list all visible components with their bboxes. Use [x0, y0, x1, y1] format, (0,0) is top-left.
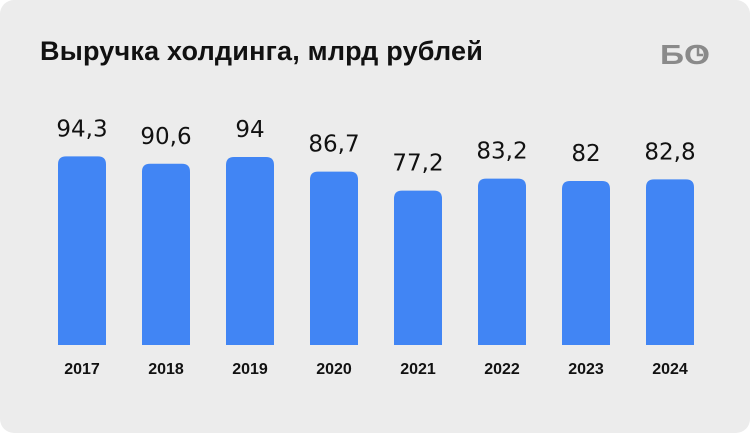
bar-value-label-2021: 77,2: [392, 151, 443, 177]
bar-2022: [478, 178, 526, 345]
chart-title: Выручка холдинга, млрд рублей: [40, 36, 483, 66]
bo-logo: БО: [660, 39, 710, 70]
bar-value-label-2020: 86,7: [308, 132, 359, 158]
bar-2024: [646, 179, 694, 345]
bar-2021: [394, 190, 442, 345]
x-tick-label-2024: 2024: [652, 361, 688, 378]
bar-value-label-2019: 94: [235, 117, 264, 143]
x-tick-label-2023: 2023: [568, 361, 604, 378]
bar-2018: [142, 163, 190, 345]
bar-value-label-2017: 94,3: [56, 116, 107, 142]
clock-hand-icon: [696, 47, 703, 57]
x-tick-label-2019: 2019: [232, 361, 268, 378]
x-tick-label-2021: 2021: [400, 361, 436, 378]
bar-2019: [226, 157, 274, 345]
x-tick-label-2022: 2022: [484, 361, 520, 378]
bar-value-label-2023: 82: [571, 141, 600, 167]
x-tick-label-2017: 2017: [64, 361, 100, 378]
x-tick-label-2020: 2020: [316, 361, 352, 378]
bar-2023: [562, 181, 610, 345]
bar-value-label-2018: 90,6: [140, 124, 191, 150]
bar-value-label-2024: 82,8: [644, 139, 695, 165]
bar-2020: [310, 171, 358, 345]
bar-2017: [58, 156, 106, 345]
bar-value-label-2022: 83,2: [476, 139, 527, 165]
x-tick-label-2018: 2018: [148, 361, 184, 378]
